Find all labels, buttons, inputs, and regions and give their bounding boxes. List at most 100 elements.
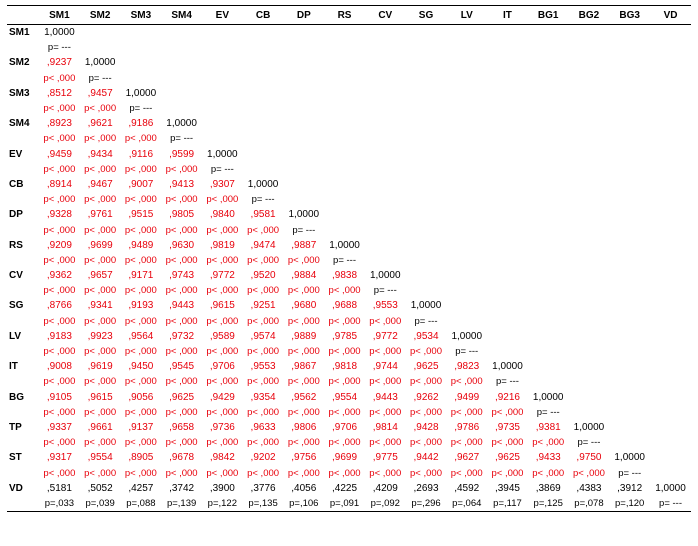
table-row: SM1 1,0000 <box>7 25 691 41</box>
p-value: p< ,000 <box>450 376 483 388</box>
p-value: p< ,000 <box>43 103 76 115</box>
p-value: p< ,000 <box>287 406 320 418</box>
correlation-value: ,9615 <box>209 300 235 312</box>
empty-cell <box>487 283 528 298</box>
row-label: SG <box>9 300 24 312</box>
empty-cell <box>365 116 406 131</box>
empty-cell <box>324 177 365 192</box>
correlation-value: ,9840 <box>209 209 235 221</box>
empty-cell <box>283 40 324 55</box>
table-row: p< ,000 p< ,000 p< ,000 p< ,000 p= --- <box>7 162 691 177</box>
row-label: SM2 <box>9 57 30 69</box>
empty-cell <box>446 71 487 86</box>
empty-cell <box>569 253 610 268</box>
p-value: p< ,000 <box>84 163 117 175</box>
empty-cell <box>446 253 487 268</box>
correlation-value: ,9443 <box>169 300 195 312</box>
empty-cell <box>324 131 365 146</box>
table-row: p< ,000 p< ,000 p< ,000 p< ,000 p< ,000 p< ,0… <box>7 283 691 298</box>
table-row: SM2 ,9237 1,0000 <box>7 55 691 70</box>
p-value: p< ,000 <box>43 376 76 388</box>
empty-cell <box>161 25 202 41</box>
empty-cell <box>609 25 650 41</box>
empty-cell <box>528 207 569 222</box>
p-value: p< ,000 <box>206 194 239 206</box>
p-value: p< ,000 <box>247 346 280 358</box>
empty-cell <box>609 435 650 450</box>
empty-cell <box>202 55 243 70</box>
correlation-matrix: SM1 SM2 SM3 SM4 EV CB DP RS CV SG LV IT BG1 BG2 BG3 VD … <box>7 5 691 512</box>
p-value: p=,088 <box>120 495 162 512</box>
empty-cell <box>528 283 569 298</box>
p-value: p< ,000 <box>206 224 239 236</box>
empty-cell <box>569 86 610 101</box>
empty-cell <box>569 147 610 162</box>
correlation-value: ,9137 <box>128 421 154 433</box>
correlation-value: ,9564 <box>128 330 154 342</box>
empty-cell <box>650 71 691 86</box>
empty-cell <box>80 40 121 55</box>
p-value: p< ,000 <box>124 467 157 479</box>
empty-cell <box>487 101 528 116</box>
empty-cell <box>650 86 691 101</box>
correlation-value: ,9621 <box>87 118 113 130</box>
correlation-value: ,9688 <box>332 300 358 312</box>
empty-cell <box>609 222 650 237</box>
p-value: p< ,000 <box>43 133 76 145</box>
empty-cell <box>406 40 447 55</box>
correlation-value: ,9761 <box>87 209 113 221</box>
table-row: p< ,000 p< ,000 p< ,000 p< ,000 p< ,000 p< ,0… <box>7 344 691 359</box>
empty-cell <box>487 177 528 192</box>
table-row: SG ,8766 ,9341 ,9193 ,9443 ,9615 ,9251 ,9680 ,96… <box>7 298 691 313</box>
correlation-value: ,9661 <box>87 421 113 433</box>
empty-cell <box>487 298 528 313</box>
empty-cell <box>528 177 569 192</box>
p-value: p< ,000 <box>328 285 361 297</box>
table-row: VD ,5181 ,5052 ,4257 ,3742 ,3900 ,3776 ,4056 ,42… <box>7 481 691 496</box>
empty-cell <box>650 374 691 389</box>
empty-cell <box>446 314 487 329</box>
empty-cell <box>487 344 528 359</box>
correlation-value: ,9814 <box>372 421 398 433</box>
empty-cell <box>650 435 691 450</box>
p-value: p< ,000 <box>43 346 76 358</box>
correlation-value: ,9186 <box>128 118 154 130</box>
empty-cell <box>528 101 569 116</box>
p-value: p< ,000 <box>165 437 198 449</box>
correlation-value: ,9202 <box>250 452 276 464</box>
empty-cell <box>609 390 650 405</box>
diagonal-p-value: p= --- <box>650 495 691 512</box>
p-value: p< ,000 <box>43 224 76 236</box>
empty-cell <box>324 192 365 207</box>
correlation-value: ,8923 <box>46 118 72 130</box>
p-value: p< ,000 <box>165 224 198 236</box>
diagonal-p-value: p= --- <box>495 376 519 388</box>
empty-cell <box>202 40 243 55</box>
correlation-value: ,9262 <box>413 391 439 403</box>
empty-cell <box>243 116 284 131</box>
empty-cell <box>406 147 447 162</box>
correlation-value: ,9489 <box>128 239 154 251</box>
empty-cell <box>283 101 324 116</box>
empty-cell <box>283 116 324 131</box>
p-value: p< ,000 <box>410 346 442 358</box>
empty-cell <box>406 207 447 222</box>
empty-cell <box>569 222 610 237</box>
empty-cell <box>528 253 569 268</box>
p-value: p< ,000 <box>124 224 157 236</box>
empty-cell <box>161 55 202 70</box>
correlation-value: ,9735 <box>494 421 520 433</box>
p-value: p< ,000 <box>287 467 320 479</box>
empty-cell <box>609 420 650 435</box>
diagonal-value: 1,0000 <box>125 87 157 99</box>
diagonal-p-value: p= --- <box>577 437 601 449</box>
empty-cell <box>650 420 691 435</box>
correlation-value: ,4056 <box>291 482 317 494</box>
correlation-value: ,9625 <box>494 452 520 464</box>
p-value: p< ,000 <box>328 376 361 388</box>
empty-cell <box>609 253 650 268</box>
correlation-value: ,9887 <box>291 239 317 251</box>
p-value: p=,139 <box>161 495 202 512</box>
p-value: p< ,000 <box>43 285 76 297</box>
empty-cell <box>406 268 447 283</box>
